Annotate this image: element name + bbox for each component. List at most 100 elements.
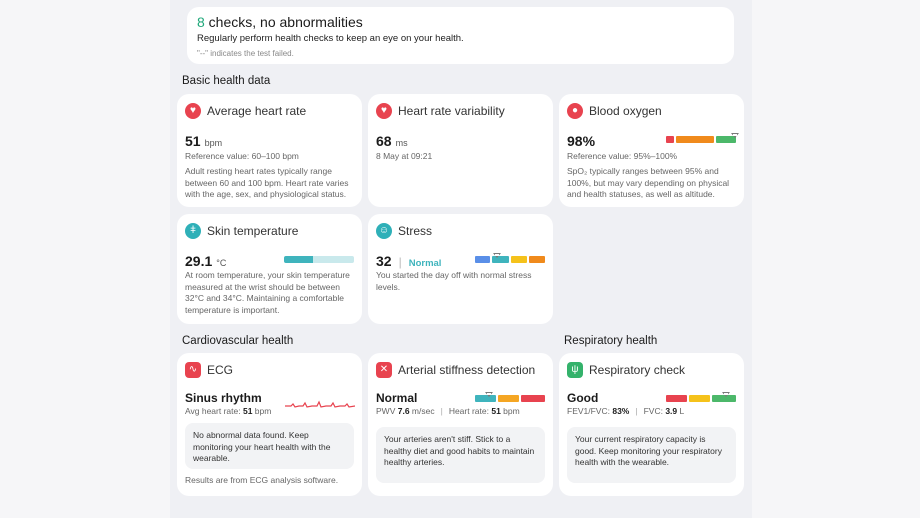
average-heart-rate-card[interactable]: ♥ Average heart rate 51 bpm Reference va…	[177, 94, 362, 207]
hr-label: Heart rate:	[448, 406, 492, 416]
blood-oxygen-reference: Reference value: 95%–100%	[567, 151, 678, 161]
health-report-page: 8 checks, no abnormalities Regularly per…	[170, 0, 752, 518]
pwv-unit: m/sec	[409, 406, 435, 416]
section-title-basic: Basic health data	[182, 75, 271, 87]
hrv-timestamp: 8 May at 09:21	[376, 151, 433, 161]
heart-rate-reference: Reference value: 60–100 bpm	[185, 151, 299, 161]
skin-temperature-description: At room temperature, your skin temperatu…	[185, 270, 350, 315]
card-name: Average heart rate	[207, 104, 307, 118]
fev-value: 83%	[612, 406, 630, 416]
avg-label: Avg heart rate:	[185, 406, 243, 416]
skin-temperature-scale	[284, 256, 354, 263]
arterial-segment-mild	[498, 395, 519, 402]
card-name: Arterial stiffness detection	[398, 363, 536, 377]
ecg-card[interactable]: ∿ ECG Sinus rhythm Avg heart rate: 51 bp…	[177, 353, 362, 496]
respiratory-metrics: FEV1/FVC: 83% | FVC: 3.9 L	[567, 406, 736, 416]
stress-segment-high	[529, 256, 545, 263]
summary-note: "--" indicates the test failed.	[197, 49, 294, 58]
respiratory-check-card[interactable]: ψ Respiratory check Good FEV1/FVC: 83% | F…	[559, 353, 744, 496]
blood-oxygen-card[interactable]: ● Blood oxygen 98% Reference value: 95%–…	[559, 94, 744, 207]
arterial-result-box: Your arteries aren't stiff. Stick to a h…	[376, 427, 545, 483]
card-name: Heart rate variability	[398, 104, 505, 118]
fvc-label: FVC:	[643, 406, 666, 416]
heart-rate-variability-card[interactable]: ♥ Heart rate variability 68 ms 8 May at …	[368, 94, 553, 207]
ecg-waveform	[285, 400, 355, 408]
stress-card[interactable]: ☺ Stress 32 | Normal You started the day…	[368, 214, 553, 324]
summary-card: 8 checks, no abnormalities Regularly per…	[187, 7, 734, 64]
hrv-unit: ms	[395, 138, 408, 148]
pwv-label: PWV	[376, 406, 398, 416]
artery-icon: ✕	[376, 362, 392, 378]
ecg-result-box: No abnormal data found. Keep monitoring …	[185, 423, 354, 469]
avg-value: 51	[242, 406, 253, 416]
heart-pulse-icon: ♥	[376, 103, 392, 119]
fvc-unit: L	[677, 406, 685, 416]
stress-scale	[475, 256, 545, 263]
person-icon: ☺	[376, 223, 392, 239]
scale-segment-normal	[716, 136, 736, 143]
stress-status: Normal	[408, 258, 442, 269]
stress-segment-medium	[511, 256, 527, 263]
summary-title: 8 checks, no abnormalities	[197, 14, 724, 30]
arterial-segment-high	[521, 395, 545, 402]
respiratory-scale	[666, 395, 736, 402]
stress-marker	[493, 253, 502, 258]
ecg-footer: Results are from ECG analysis software.	[185, 475, 339, 485]
arterial-scale	[475, 395, 545, 402]
skin-temperature-unit: °C	[216, 258, 227, 268]
fvc-value: 3.9	[665, 406, 678, 416]
summary-subtitle: Regularly perform health checks to keep …	[197, 33, 464, 44]
arterial-status: Normal	[376, 391, 418, 405]
section-title-cardio: Cardiovascular health	[182, 335, 294, 347]
card-name: ECG	[207, 363, 234, 377]
hr-unit: bpm	[500, 406, 520, 416]
blood-oxygen-value: 98%	[567, 133, 596, 149]
ecg-avg-heart-rate: Avg heart rate: 51 bpm	[185, 406, 354, 416]
skin-temperature-card[interactable]: ǂ Skin temperature 29.1 °C At room tempe…	[177, 214, 362, 324]
scale-segment-mid	[676, 136, 714, 143]
thermometer-icon: ǂ	[185, 223, 201, 239]
skin-temperature-fill	[284, 256, 314, 263]
metrics-divider: |	[440, 406, 443, 416]
heart-rate-unit: bpm	[204, 138, 223, 148]
hrv-value: 68	[376, 133, 392, 149]
respiratory-marker	[721, 392, 730, 397]
blood-oxygen-description: SpO₂ typically ranges between 95% and 10…	[567, 166, 730, 199]
fev-label: FEV1/FVC:	[567, 406, 613, 416]
heart-rate-description: Adult resting heart rates typically rang…	[185, 166, 349, 199]
respiratory-segment-fair	[689, 395, 710, 402]
skin-temperature-track	[313, 256, 354, 263]
arterial-metrics: PWV 7.6 m/sec | Heart rate: 51 bpm	[376, 406, 545, 416]
stress-segment-normal	[492, 256, 509, 263]
card-name: Stress	[398, 224, 433, 238]
stress-segment-relaxed	[475, 256, 490, 263]
section-title-resp: Respiratory health	[564, 335, 658, 347]
stress-description: You started the day off with normal stre…	[376, 270, 532, 292]
stress-divider: |	[398, 255, 402, 269]
heart-rate-value: 51	[185, 133, 201, 149]
arterial-segment-normal	[475, 395, 496, 402]
ecg-trace	[285, 400, 355, 408]
scale-segment-low	[666, 136, 674, 143]
stress-value: 32	[376, 253, 392, 269]
arterial-stiffness-card[interactable]: ✕ Arterial stiffness detection Normal PW…	[368, 353, 553, 496]
ecg-status: Sinus rhythm	[185, 391, 262, 405]
respiratory-result-box: Your current respiratory capacity is goo…	[567, 427, 736, 483]
heart-icon: ♥	[185, 103, 201, 119]
skin-temperature-value: 29.1	[185, 253, 213, 269]
summary-title-text: checks, no abnormalities	[204, 14, 363, 30]
respiratory-segment-poor	[666, 395, 687, 402]
respiratory-segment-good	[712, 395, 736, 402]
blood-oxygen-marker	[730, 133, 739, 138]
hr-value: 51	[491, 406, 501, 416]
metrics-divider: |	[635, 406, 638, 416]
card-name: Blood oxygen	[589, 104, 662, 118]
checks-count: 8	[197, 14, 205, 30]
avg-unit: bpm	[252, 406, 272, 416]
card-name: Respiratory check	[589, 363, 686, 377]
blood-oxygen-scale	[666, 136, 736, 143]
lungs-icon: ψ	[567, 362, 583, 378]
blood-drop-icon: ●	[567, 103, 583, 119]
respiratory-status: Good	[567, 391, 599, 405]
card-name: Skin temperature	[207, 224, 299, 238]
